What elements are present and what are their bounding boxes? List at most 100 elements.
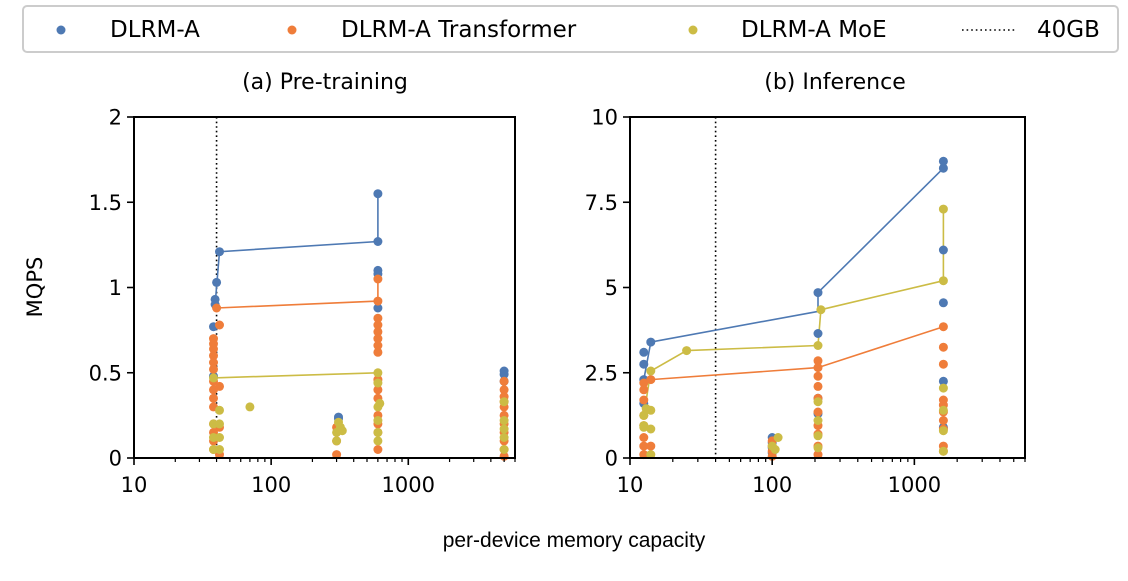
panel-1-dlrm-a-moe-point [215, 433, 224, 442]
panel-1-dlrm-a-point [212, 277, 222, 287]
panel-2-dlrm-a-point [938, 376, 948, 386]
panel-1-dlrm-a-transformer-point [373, 445, 383, 454]
panel-1-dlrm-a-moe-line [213, 372, 378, 379]
panel-1-dlrm-a-transformer-point [499, 385, 509, 395]
panel-2-dlrm-a-moe-point [816, 305, 826, 315]
panel-2-xtick-label: 1000 [888, 473, 941, 497]
panel-1-dlrm-a-transformer-point [209, 393, 218, 403]
panel-1-axes-frame [133, 116, 516, 459]
panel-2-axes-frame [629, 116, 1026, 459]
panel-1-dlrm-a-point [373, 189, 383, 199]
panel-2-dlrm-a-point [813, 329, 823, 338]
panel-1-xtick-label: 10 [121, 473, 148, 497]
legend-label-dlrm-a: DLRM-A [110, 17, 200, 43]
panel-2-dlrm-a-transformer-point [639, 385, 649, 395]
panel-1-dlrm-a-moe-point [373, 368, 383, 378]
panel-2-ytick-label: 10 [591, 106, 618, 130]
panel-2-dlrm-a-point [938, 245, 948, 255]
panel-2-dlrm-a-moe-point [639, 422, 649, 432]
panel-2-dlrm-a-moe-point [938, 383, 948, 393]
panel-2-dlrm-a-moe-line [643, 209, 945, 416]
panel-2-dlrm-a-moe-point [813, 443, 823, 453]
panel-1-dlrm-a-transformer-point [373, 274, 383, 284]
panel-1-dlrm-a-moe-point [499, 445, 509, 454]
panel-1-dlrm-a-moe-point [215, 445, 224, 454]
panel-1-dlrm-a-transformer-point [209, 358, 218, 367]
legend-marker-dlrm-a [56, 25, 66, 35]
panel-1-dlrm-a-moe-point [209, 373, 218, 383]
panel-2-dlrm-a-transformer-point [813, 363, 823, 373]
panel-2-xtick-label: 100 [752, 473, 792, 497]
panel-1-ytick-label: 1 [109, 276, 122, 300]
panel-1-ytick-label: 0.5 [89, 361, 122, 385]
panel-2-dlrm-a-point [646, 337, 656, 347]
panel-2-dlrm-a-moe-point [938, 426, 948, 436]
panel-2-dlrm-a-transformer-point [813, 356, 823, 366]
panel-1-dlrm-a-transformer-point [373, 341, 383, 350]
panel-2-dlrm-a-point [938, 156, 948, 166]
panel-1-dlrm-a-point [215, 247, 224, 257]
panel-2-dlrm-a-moe-point [646, 450, 656, 460]
panel-2-dlrm-a-transformer-point [646, 375, 656, 385]
panel-2-dlrm-a-transformer-point [938, 322, 948, 332]
panel-1-ytick-label: 0 [109, 447, 122, 471]
panel-1-dlrm-a-moe-point [245, 402, 255, 412]
legend-marker-dlrm-a-transformer [287, 25, 297, 35]
panel-1-dlrm-a-transformer-point [215, 381, 224, 391]
panel-2-dlrm-a-transformer-point [813, 450, 823, 460]
panel-1-dlrm-a-transformer-point [209, 351, 218, 361]
panel-2-dlrm-a-transformer-point [938, 342, 948, 352]
panel-1-dlrm-a-moe-point [499, 397, 509, 407]
panel-1-dlrm-a-transformer-point [499, 376, 509, 386]
panel-1-ytick-label: 2 [109, 106, 122, 130]
panel-2-dlrm-a-moe-point [813, 397, 823, 407]
panel-1-dlrm-a-moe-point [499, 424, 509, 434]
panel-1-dlrm-a-point [499, 370, 509, 379]
panel-2-ytick-label: 2.5 [585, 361, 618, 385]
panel-2-dlrm-a-point [639, 359, 649, 369]
legend-label-dlrm-a-transformer: DLRM-A Transformer [341, 17, 577, 43]
panel-1-dlrm-a-moe-point [373, 378, 383, 388]
panel-1-dlrm-a-transformer-point [373, 327, 383, 337]
panel-1-dlrm-a-moe-point [499, 433, 509, 442]
panel-2-dlrm-a-transformer-point [639, 378, 649, 388]
panel-2-xtick-label: 10 [617, 473, 644, 497]
panel-1-xtick-label: 1000 [382, 473, 435, 497]
panel-2-dlrm-a-moe-point [813, 341, 823, 350]
panel-1-dlrm-a-moe-point [332, 436, 342, 446]
panel-1-dlrm-a-transformer-line [216, 279, 379, 309]
panel-2-dlrm-a-transformer-point [639, 433, 649, 442]
panel-1-dlrm-a-transformer-point [373, 313, 383, 323]
panel-2-dlrm-a-transformer-point [938, 416, 948, 425]
panel-1-dlrm-a-moe-point [337, 426, 347, 436]
panel-2-dlrm-a-transformer-point [646, 441, 656, 451]
x-axis-label: per-device memory capacity [443, 529, 706, 552]
panel-1-dlrm-a-transformer-point [373, 385, 383, 395]
panel-1-dlrm-a-moe-point [373, 436, 383, 446]
panel-1-dlrm-a-transformer-point [209, 344, 218, 354]
legend-label-dlrm-a-moe: DLRM-A MoE [741, 17, 887, 43]
panel-2-dlrm-a-transformer-point [813, 407, 823, 417]
panel-2-dlrm-a-point [639, 347, 649, 357]
panel-a-title: (a) Pre-training [242, 70, 408, 95]
panel-2-dlrm-a-transformer-point [639, 395, 649, 405]
panel-1-dlrm-a-moe-point [373, 416, 383, 425]
panel-2-dlrm-a-moe-point [938, 276, 948, 286]
panel-2-ytick-label: 0 [605, 447, 618, 471]
panel-2-dlrm-a-moe-point [646, 405, 656, 415]
panel-2-ytick-label: 5 [605, 276, 618, 300]
panel-1-dlrm-a-transformer-point [332, 450, 342, 460]
panel-2-dlrm-a-transformer-point [938, 359, 948, 369]
panel-2-dlrm-a-moe-point [938, 446, 948, 456]
panel-1-dlrm-a-transformer-point [373, 320, 383, 330]
panel-1-dlrm-a-transformer-point [373, 296, 383, 306]
panel-pretraining: 0 0.5 1 1.5 2 10 100 1000 [89, 106, 516, 497]
panel-2-dlrm-a-transformer-point [639, 450, 649, 460]
panel-2-dlrm-a-transformer-point [813, 381, 823, 391]
panel-inference: 0 2.5 5 7.5 10 10 100 1000 [585, 106, 1026, 497]
panel-2-dlrm-a-moe-point [770, 445, 780, 454]
panel-1-ytick-label: 1.5 [89, 191, 122, 215]
panel-2-dlrm-a-moe-point [938, 405, 948, 415]
panel-2-dlrm-a-moe-point [646, 366, 656, 376]
